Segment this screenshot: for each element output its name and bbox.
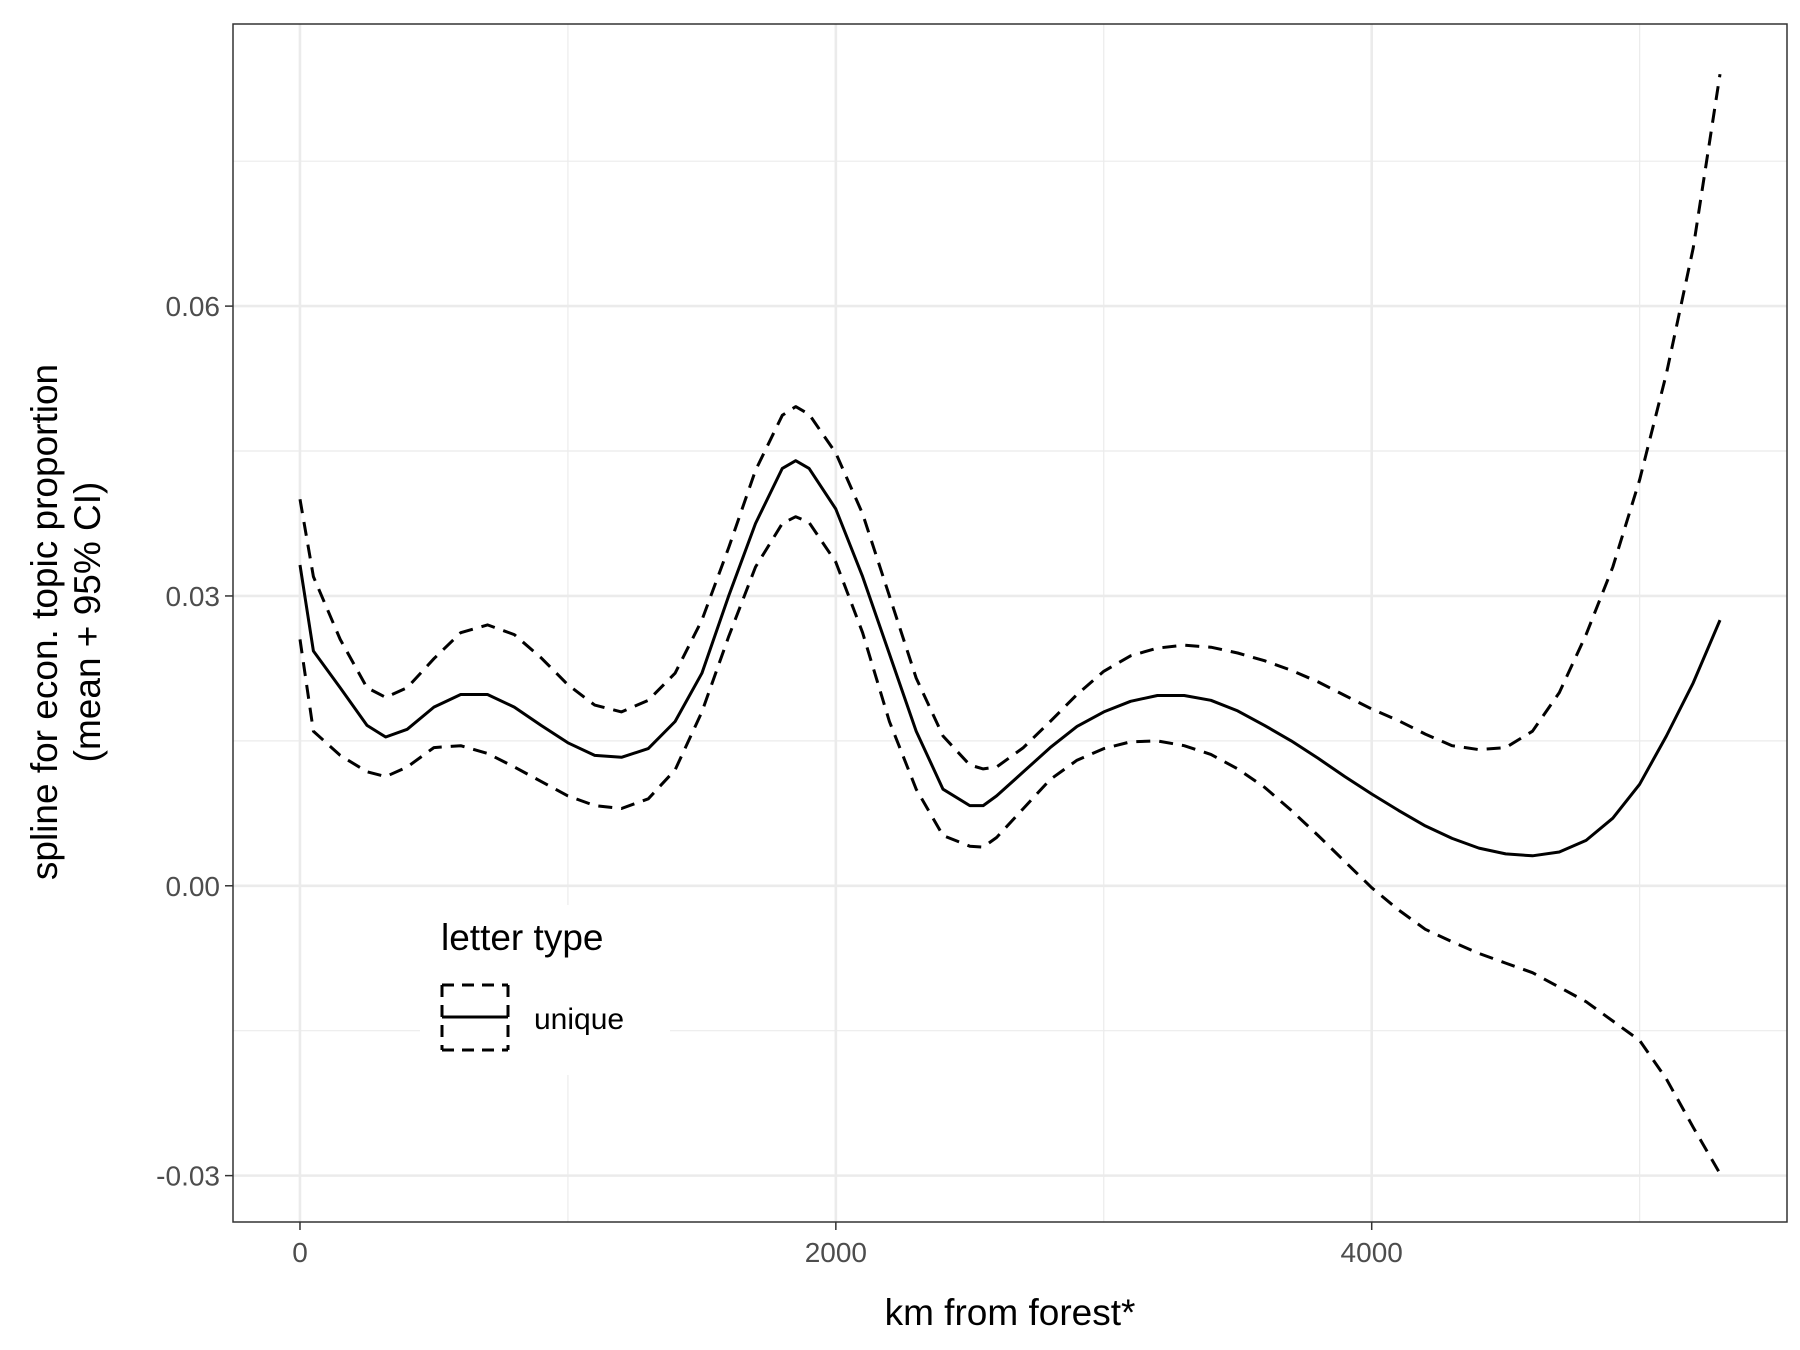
tick-labels: 0 2000 4000 -0.03 0.00 0.03 0.06 [156,291,1403,1268]
legend-key-unique [440,983,510,1052]
legend-title: letter type [441,917,603,958]
y-tick-label: -0.03 [156,1161,220,1192]
y-tick-label: 0.03 [166,581,221,612]
panel-border [232,23,1788,1223]
major-gridlines [233,24,1787,1222]
legend-entry-unique: unique [534,1003,624,1036]
x-tick-label: 4000 [1341,1237,1403,1268]
axis-ticks [225,305,1373,1230]
y-axis-title-line-2: (mean + 95% CI) [67,482,108,763]
x-tick-label: 2000 [805,1237,867,1268]
x-tick-label: 0 [292,1237,308,1268]
legend: letter type unique [420,905,670,1075]
series-line-upper-95-ci [298,73,1722,771]
y-axis-title-line-1: spline for econ. topic proportion [24,364,65,880]
series-layer [298,73,1722,1175]
series-line-lower-95-ci [298,515,1722,1175]
y-tick-label: 0.06 [166,291,221,322]
legend-background [420,905,670,1075]
y-tick-label: 0.00 [166,871,221,902]
y-axis-title: spline for econ. topic proportion (mean … [24,364,108,880]
series-line-mean [298,459,1722,858]
x-axis-title: km from forest* [885,1292,1136,1333]
